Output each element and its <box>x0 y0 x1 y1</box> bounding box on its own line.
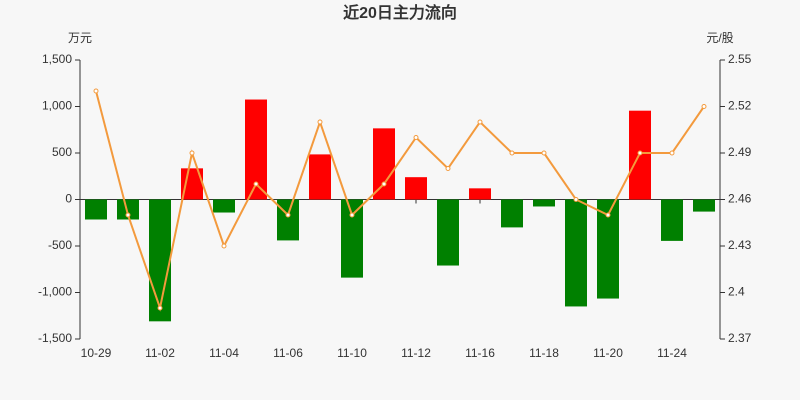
bar <box>661 199 683 241</box>
bar <box>85 199 107 220</box>
y2-tick-label: 2.49 <box>728 145 752 159</box>
line-point <box>541 150 547 156</box>
x-tick-label: 11-10 <box>337 346 367 360</box>
bar <box>117 199 139 220</box>
bar <box>565 199 587 307</box>
y-tick-label: -1,000 <box>38 285 72 299</box>
y2-tick-label: 2.43 <box>728 238 752 252</box>
line-point <box>701 104 707 109</box>
line-point <box>509 150 515 156</box>
x-tick-label: 11-12 <box>401 346 431 360</box>
line-point <box>157 305 163 311</box>
bar <box>533 199 555 207</box>
line-point <box>189 150 195 156</box>
y2-tick-label: 2.4 <box>728 285 745 299</box>
y2-axis-label: 元/股 <box>706 31 733 45</box>
bar <box>501 199 523 228</box>
y-tick-label: 1,000 <box>42 99 72 113</box>
bar <box>309 154 331 200</box>
line-point <box>413 135 419 140</box>
x-tick-label: 11-18 <box>529 346 559 360</box>
bar <box>437 199 459 266</box>
bar <box>245 99 267 200</box>
line-point <box>445 166 451 171</box>
x-tick-label: 11-24 <box>657 346 687 360</box>
bar <box>341 199 363 278</box>
x-tick-label: 11-04 <box>209 346 239 360</box>
line-point <box>605 212 611 218</box>
bar <box>693 199 715 212</box>
line-point <box>349 212 355 218</box>
line-point <box>477 119 483 125</box>
line-point <box>125 212 131 218</box>
line-point <box>573 197 579 202</box>
y2-tick-label: 2.46 <box>728 192 752 206</box>
y-tick-label: -500 <box>48 238 72 252</box>
bar <box>213 199 235 213</box>
bar <box>373 128 395 200</box>
line-point <box>253 181 259 187</box>
line-point <box>93 88 99 94</box>
y2-tick-label: 2.37 <box>728 331 752 345</box>
x-tick-label: 10-29 <box>81 346 112 360</box>
line-point <box>221 243 227 249</box>
y-tick-label: 500 <box>52 145 72 159</box>
x-tick-label: 11-06 <box>273 346 303 360</box>
y-tick-label: -1,500 <box>38 331 72 345</box>
bar <box>405 177 427 200</box>
y-tick-label: 0 <box>65 192 72 206</box>
chart-title: 近20日主力流向 <box>343 3 457 22</box>
x-tick-label: 11-02 <box>145 346 175 360</box>
bar <box>469 188 491 200</box>
bar <box>277 199 299 241</box>
line-point <box>317 119 323 125</box>
line <box>95 90 705 312</box>
line-point <box>669 150 675 156</box>
x-tick-label: 11-20 <box>593 346 623 360</box>
y-tick-label: 1,500 <box>42 52 72 66</box>
line-point <box>637 150 643 156</box>
line-point <box>381 181 387 187</box>
line-point <box>285 212 291 218</box>
x-tick-label: 11-16 <box>465 346 495 360</box>
y2-tick-label: 2.52 <box>728 99 752 113</box>
y-axis-label: 万元 <box>68 31 92 45</box>
bar <box>597 199 619 299</box>
y2-tick-label: 2.55 <box>728 52 752 66</box>
